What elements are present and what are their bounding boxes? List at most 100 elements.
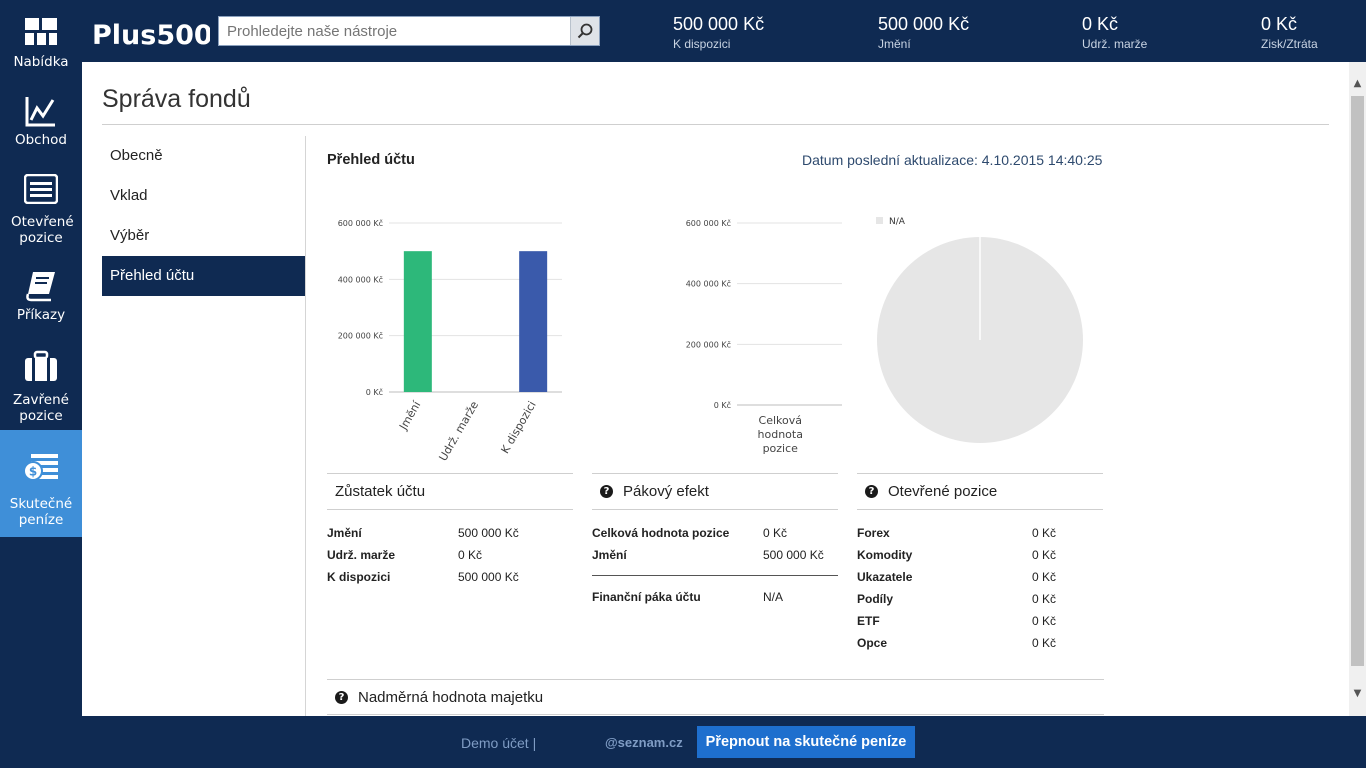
grid-icon [25, 18, 57, 45]
sidebar-item-zavrene-pozice[interactable]: Zavřené pozice [0, 336, 82, 430]
position-row: Ukazatele 0 Kč [857, 566, 1103, 588]
help-icon[interactable]: ? [865, 485, 878, 498]
excess-value-panel: ? Nadměrná hodnota majetku [327, 679, 1104, 715]
sidebar-item-obchod[interactable]: Obchod [0, 82, 82, 166]
sidebar-item-otevrene-pozice[interactable]: Otevřené pozice [0, 166, 82, 256]
x-tick-label: K dispozici [498, 399, 538, 456]
row-value: 500 000 Kč [458, 526, 519, 540]
scroll-down-arrow[interactable]: ▼ [1353, 688, 1362, 699]
panel-title: Nadměrná hodnota majetku [358, 688, 544, 706]
row-value: 0 Kč [458, 548, 483, 562]
subnav-item-account-overview[interactable]: Přehled účtu [102, 256, 305, 296]
demo-account-label: Demo účet | [461, 735, 537, 751]
subnav-divider [305, 136, 306, 716]
switch-to-real-money-button[interactable]: Přepnout na skutečné peníze [697, 726, 915, 758]
row-label: Opce [857, 636, 888, 650]
last-update-timestamp: Datum poslední aktualizace: 4.10.2015 14… [802, 152, 1103, 168]
y-tick-label: 200 000 Kč [338, 331, 383, 341]
leverage-row: Jmění 500 000 Kč [592, 544, 838, 566]
stat-maintenance-margin: 0 Kč Udrž. marže [1082, 12, 1147, 52]
x-tick-label: hodnota [758, 428, 803, 441]
subnav-item-deposit[interactable]: Vklad [110, 187, 148, 204]
footer-bar: Demo účet | @seznam.cz Přepnout na skute… [82, 716, 1366, 768]
main-content: Správa fondů Obecně Vklad Výběr Přehled … [82, 62, 1349, 716]
position-row: Komodity 0 Kč [857, 544, 1103, 566]
row-label: Jmění [327, 526, 362, 540]
subnav-item-general[interactable]: Obecně [110, 147, 163, 164]
search-input[interactable] [219, 17, 571, 45]
stat-value: 0 Kč [1261, 14, 1298, 34]
row-label: Celková hodnota pozice [592, 526, 730, 540]
help-icon[interactable]: ? [600, 485, 613, 498]
row-label: Komodity [857, 548, 913, 562]
stat-available: 500 000 Kč K dispozici [673, 12, 764, 52]
balance-row: K dispozici 500 000 Kč [327, 566, 573, 588]
help-icon[interactable]: ? [335, 690, 348, 704]
sidebar-item-skutecne-penize[interactable]: $ Skutečné peníze [0, 430, 82, 537]
row-label: K dispozici [327, 570, 391, 584]
sidebar-item-label: Obchod [14, 132, 67, 148]
book-icon [26, 272, 55, 302]
open-positions-panel: ? Otevřené pozice Forex 0 Kč Komodity 0 Kč… [857, 473, 1103, 654]
row-value: 500 000 Kč [458, 570, 519, 584]
account-email: @seznam.cz [605, 735, 683, 750]
sidebar-item-label: Skutečné peníze [9, 496, 73, 528]
row-label: Finanční páka účtu [592, 590, 701, 604]
stat-label: Jmění [878, 37, 911, 51]
list-icon [24, 174, 58, 204]
scrollbar-thumb[interactable] [1351, 96, 1364, 666]
sidebar-item-prikazy[interactable]: Příkazy [0, 256, 82, 336]
title-divider [102, 124, 1329, 125]
y-tick-label: 0 Kč [366, 387, 383, 397]
stat-equity: 500 000 Kč Jmění [878, 12, 969, 52]
vertical-scrollbar[interactable]: ▲ ▼ [1349, 62, 1366, 716]
stat-label: K dispozici [673, 37, 731, 51]
row-label: Udrž. marže [327, 548, 396, 562]
bar [403, 251, 432, 392]
y-tick-label: 600 000 Kč [338, 218, 383, 228]
money-icon: $ [23, 454, 58, 481]
briefcase-icon [25, 350, 57, 381]
panel-header: ? Pákový efekt [592, 473, 838, 510]
position-row: Podíly 0 Kč [857, 588, 1103, 610]
panel-title: Zůstatek účtu [327, 473, 573, 510]
row-value: 0 Kč [763, 526, 788, 540]
account-bar-chart: 600 000 Kč 400 000 Kč 200 000 Kč 0 Kč Jmění U… [338, 218, 562, 462]
plus500-logo[interactable]: Plus500 [92, 14, 210, 48]
stat-label: Udrž. marže [1082, 37, 1148, 51]
sidebar-item-nabidka[interactable]: Nabídka [0, 0, 82, 82]
chart-line-icon [25, 97, 55, 127]
balance-row: Udrž. marže 0 Kč [327, 544, 573, 566]
y-tick-label: 400 000 Kč [338, 274, 383, 284]
sidebar-item-label: Příkazy [16, 307, 66, 323]
legend-label: N/A [889, 217, 906, 227]
row-value: 0 Kč [1032, 526, 1057, 540]
leverage-panel: ? Pákový efekt Celková hodnota pozice 0 K… [592, 473, 838, 608]
legend-swatch [876, 217, 883, 224]
bar [519, 251, 548, 392]
row-label: Ukazatele [857, 570, 913, 584]
search-button[interactable] [570, 17, 599, 45]
position-row: ETF 0 Kč [857, 610, 1103, 632]
stat-value: 0 Kč [1082, 14, 1119, 34]
sidebar: Nabídka Obchod Otevřené pozice Příkazy Z… [0, 0, 82, 768]
svg-text:Plus500: Plus500 [92, 20, 210, 48]
row-value: 0 Kč [1032, 548, 1057, 562]
open-positions-pie-chart: N/A [876, 217, 1083, 443]
balance-row: Jmění 500 000 Kč [327, 522, 573, 544]
stat-label: Zisk/Ztráta [1261, 37, 1318, 51]
leverage-bar-chart: 600 000 Kč 400 000 Kč 200 000 Kč 0 Kč Celkov… [686, 218, 842, 455]
stat-value: 500 000 Kč [673, 14, 765, 34]
scroll-up-arrow[interactable]: ▲ [1353, 78, 1362, 89]
subnav-item-withdrawal[interactable]: Výběr [110, 227, 150, 244]
row-value: N/A [763, 590, 784, 604]
funds-subnav: Obecně Vklad Výběr Přehled účtu [102, 136, 305, 296]
sidebar-item-label: Otevřené pozice [11, 214, 74, 246]
search-icon [577, 23, 593, 39]
x-tick-label: Celková [759, 414, 802, 427]
panel-title: Pákový efekt [623, 483, 709, 500]
y-tick-label: 0 Kč [714, 400, 731, 410]
stat-profit-loss: 0 Kč Zisk/Ztráta [1261, 12, 1318, 52]
page-title: Správa fondů [102, 85, 251, 113]
panel-header: ? Nadměrná hodnota majetku [327, 679, 1104, 715]
